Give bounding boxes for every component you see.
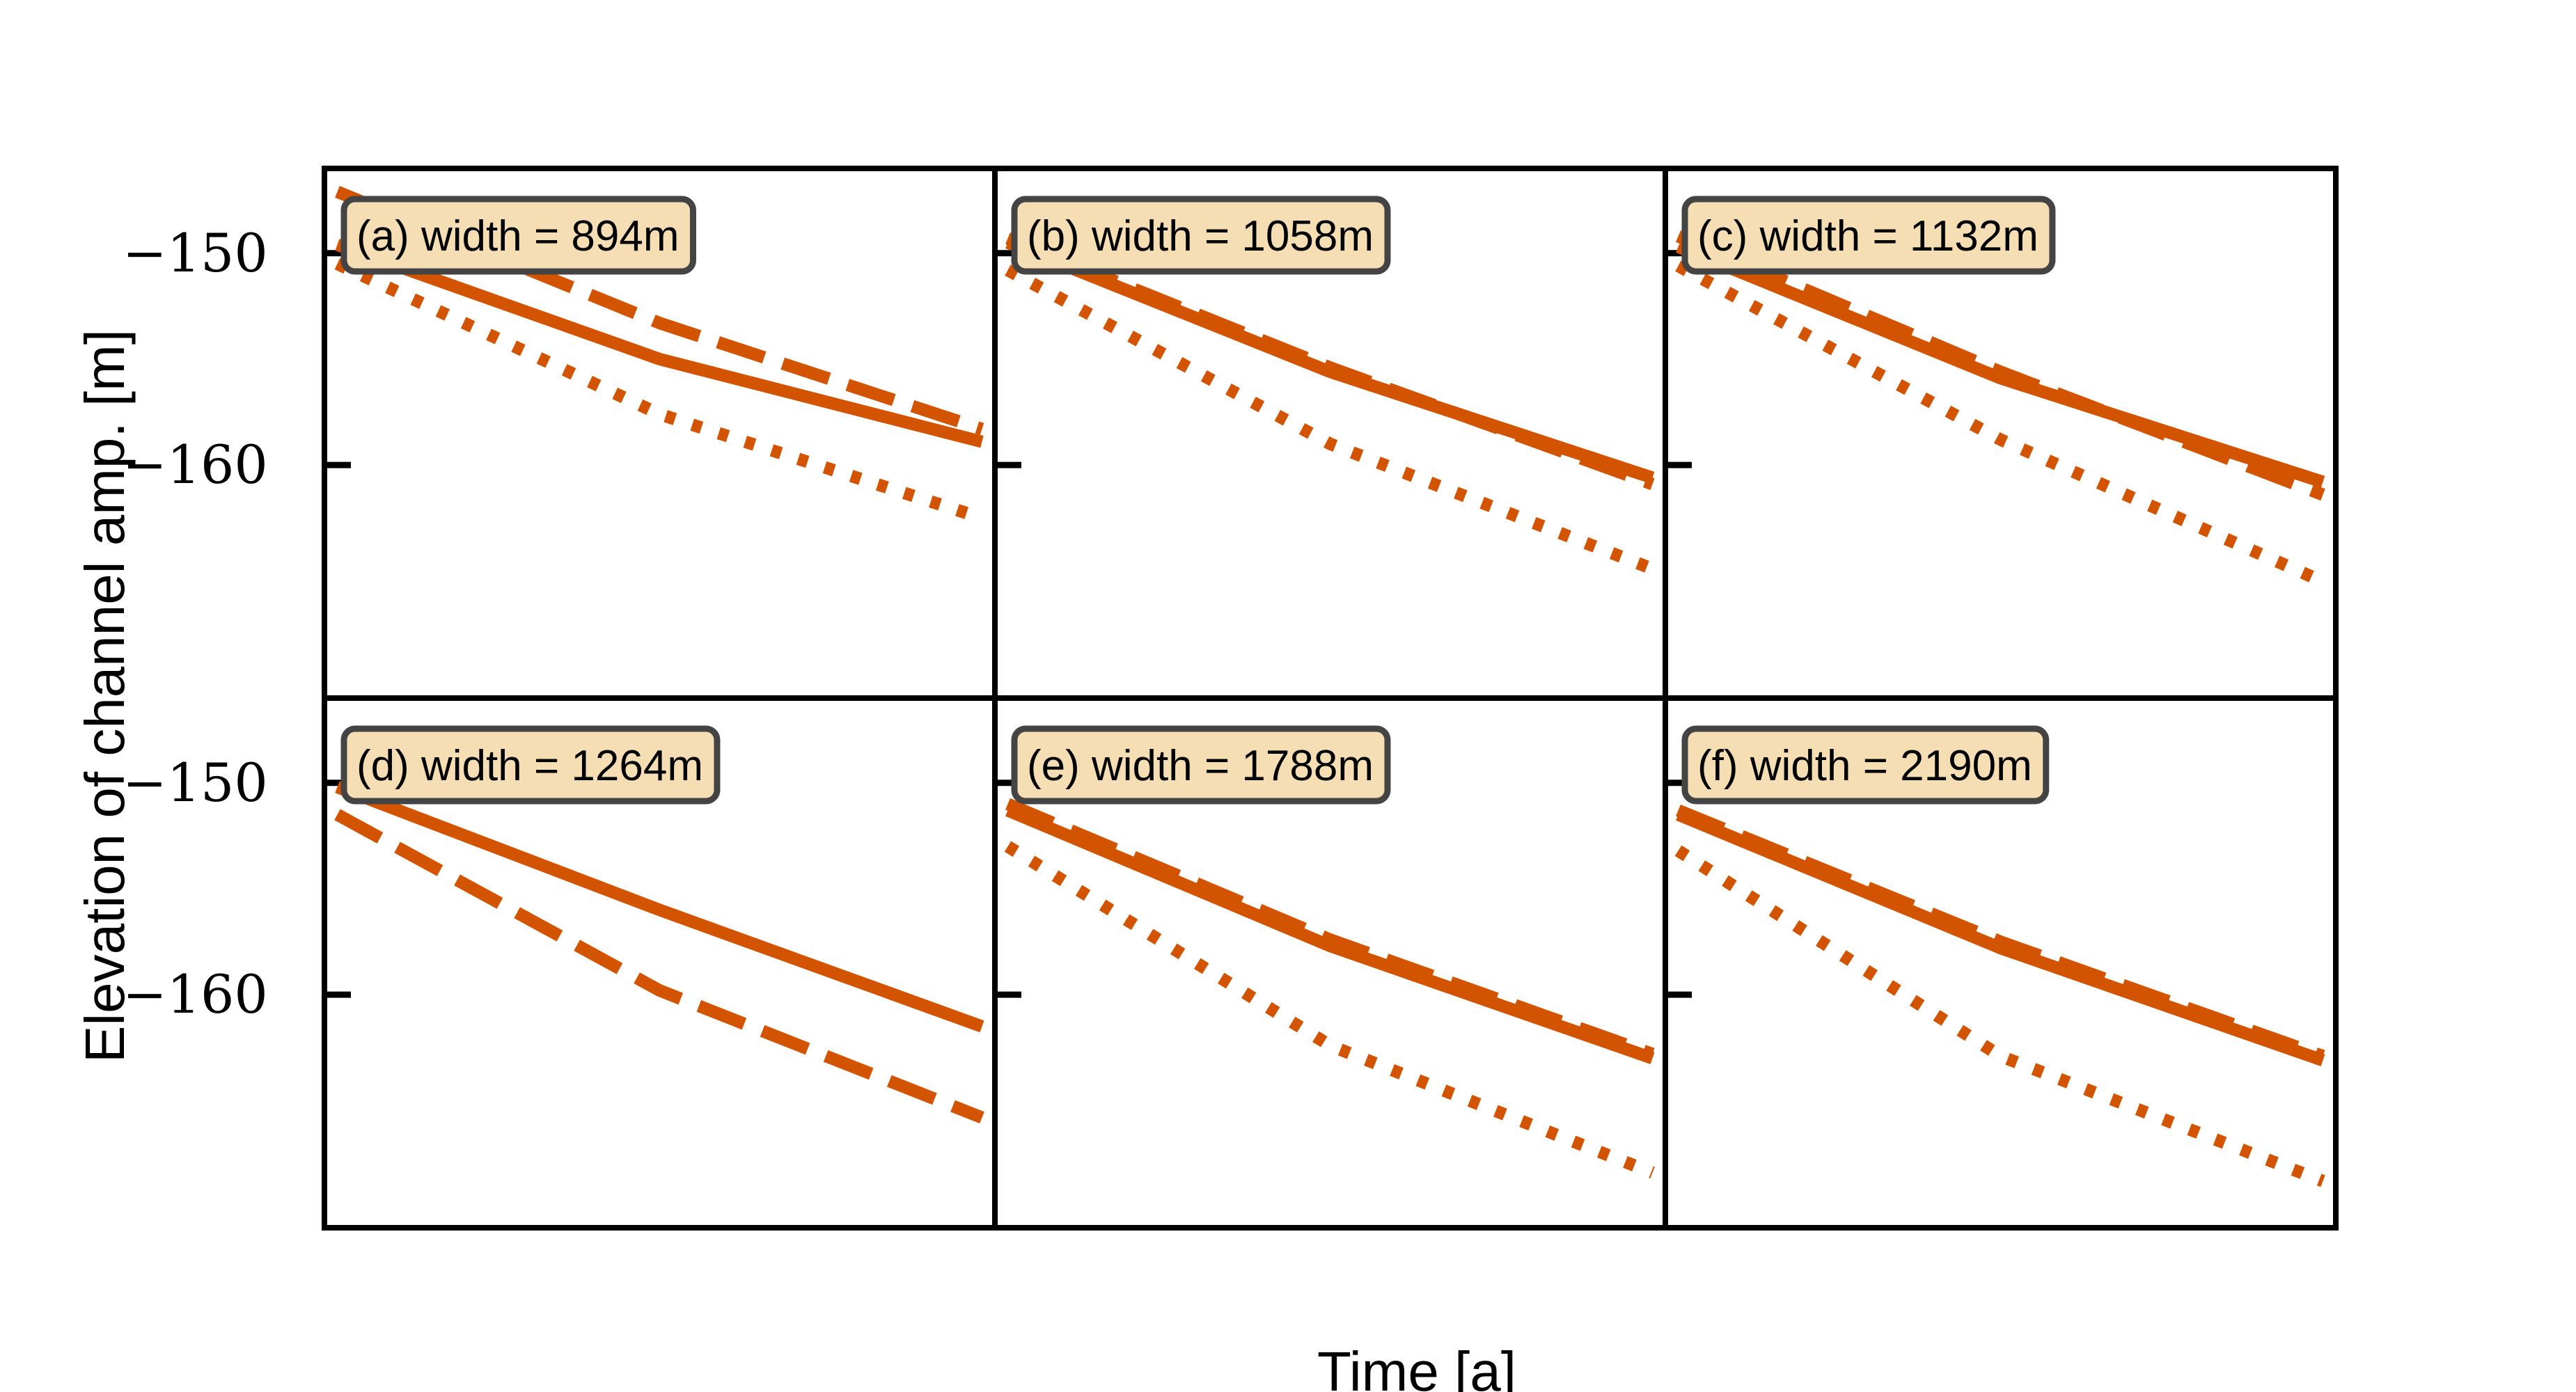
- panel-grid: (a) width = 894m (b) width = 1058m (c) wid…: [322, 166, 2339, 1231]
- panel-a: (a) width = 894m: [322, 166, 998, 701]
- panel-label-box: [1011, 196, 1391, 275]
- panel-frame: [1663, 695, 2339, 1231]
- series-line-dashed: [334, 809, 984, 1124]
- series-line-dotted: [334, 258, 984, 524]
- panel-c: (c) width = 1132m: [1663, 166, 2339, 701]
- series-line-dotted: [1674, 845, 2325, 1187]
- panel-f: (f) width = 2190m: [1663, 695, 2339, 1231]
- panel-label: (f) width = 2190m: [1697, 742, 2032, 790]
- y-tick-labels: −150 −160 −150 −160: [123, 222, 268, 1025]
- panel-label-box: [340, 725, 721, 805]
- panel-label: (e) width = 1788m: [1027, 742, 1374, 790]
- series-line-dotted: [1005, 264, 1655, 575]
- panel-label: (a) width = 894m: [356, 212, 680, 260]
- panel-label: (b) width = 1058m: [1027, 212, 1374, 260]
- series-line-dashed: [1005, 232, 1655, 491]
- panel-label-box: [1011, 725, 1391, 805]
- panel-label-box: [1681, 725, 2050, 805]
- series-line-dotted: [1675, 260, 2326, 587]
- panel-label-box: [1681, 196, 2056, 275]
- panel-d: (d) width = 1264m: [322, 695, 998, 1231]
- series-line-solid: [335, 781, 984, 1033]
- panel-e: (e) width = 1788m: [992, 695, 1668, 1231]
- panel-b: (b) width = 1058m: [992, 166, 1668, 701]
- y-axis-label: Elevation of channel amp. [m]: [74, 329, 136, 1063]
- y-tick-label: −150: [123, 752, 268, 814]
- series-line-dashed: [1676, 804, 2325, 1062]
- y-tick-label: −160: [123, 434, 268, 496]
- series-line-dashed: [1676, 230, 2325, 501]
- panel-label: (d) width = 1264m: [356, 742, 703, 790]
- panel-label-box: [340, 196, 696, 275]
- x-axis-label: Time [a]: [1317, 1340, 1516, 1392]
- series-line-dotted: [1004, 841, 1655, 1179]
- series-line-solid: [335, 239, 984, 448]
- y-tick-label: −160: [123, 963, 268, 1025]
- panel-label: (c) width = 1132m: [1697, 212, 2039, 260]
- series-line-dashed: [1005, 798, 1655, 1060]
- y-tick-label: −150: [123, 222, 268, 284]
